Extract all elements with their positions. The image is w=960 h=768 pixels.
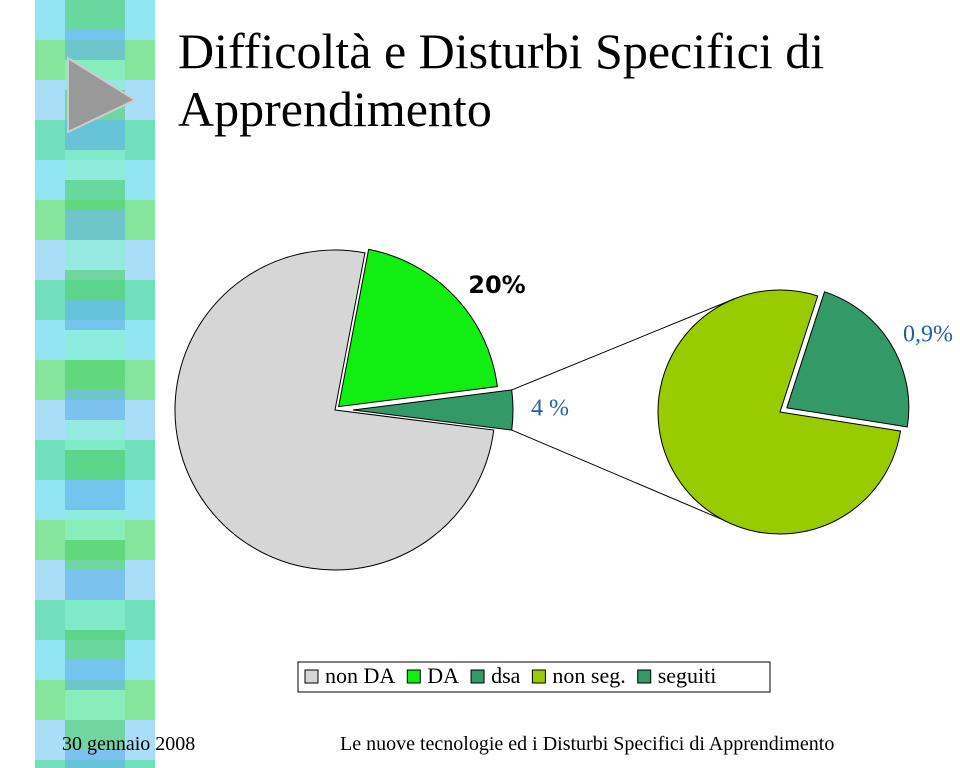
connector-line (511, 429, 723, 521)
footer-date: 30 gennaio 2008 (62, 733, 196, 755)
legend-label: seguiti (658, 663, 717, 688)
pie-slice (352, 389, 514, 431)
legend-swatch (304, 669, 319, 684)
connector-line (511, 298, 735, 391)
legend-swatch (406, 669, 421, 684)
legend-label: DA (427, 663, 459, 688)
legend-label: non DA (325, 663, 395, 688)
pie-slice (786, 291, 910, 428)
legend-label: non seg. (552, 663, 625, 688)
legend-swatch (470, 669, 485, 684)
data-label: 4 % (531, 396, 569, 422)
decor-arrow (67, 56, 138, 134)
pie-slice (338, 248, 498, 408)
legend-label: dsa (491, 663, 521, 688)
slide-title: Difficoltà e Disturbi Specifici di Appre… (178, 23, 825, 137)
legend-swatch (531, 669, 546, 684)
pie-slice (174, 249, 495, 571)
footer-text: Le nuove tecnologie ed i Disturbi Specif… (340, 733, 835, 755)
data-label: 0,9% (903, 322, 953, 348)
legend-swatch (637, 669, 652, 684)
data-label: 20% (468, 271, 525, 299)
